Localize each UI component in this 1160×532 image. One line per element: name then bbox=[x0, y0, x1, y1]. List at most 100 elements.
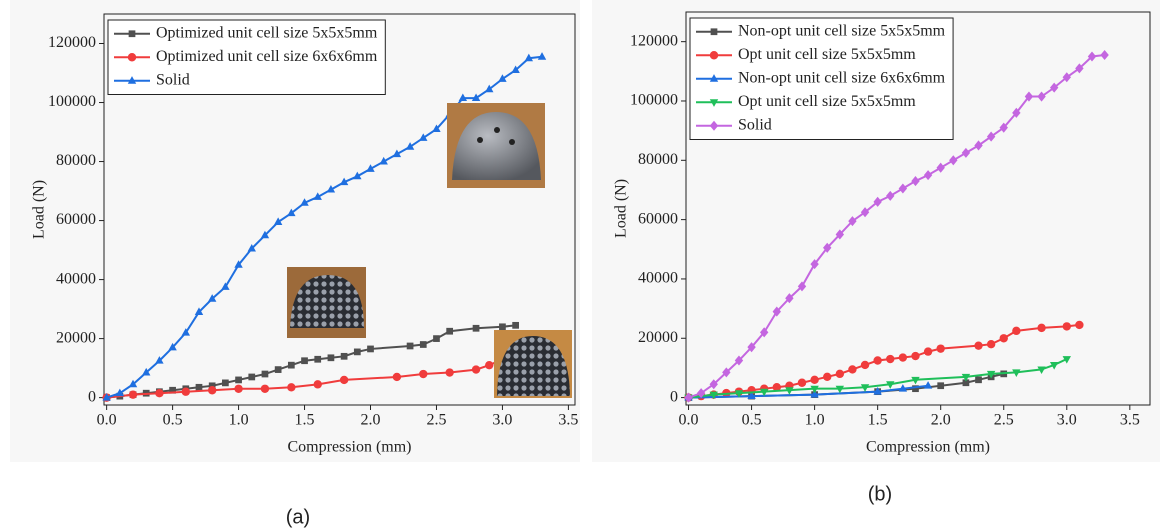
y-tick-label: 40000 bbox=[56, 270, 96, 287]
legend-label: Non-opt unit cell size 5x5x5mm bbox=[738, 22, 946, 39]
legend-marker bbox=[128, 53, 136, 61]
photo-detail bbox=[477, 137, 483, 143]
marker bbox=[196, 384, 203, 391]
marker bbox=[301, 357, 308, 364]
marker bbox=[261, 385, 269, 393]
marker bbox=[473, 325, 480, 332]
marker bbox=[446, 328, 453, 335]
x-tick-label: 3.5 bbox=[1120, 412, 1140, 429]
marker bbox=[937, 382, 944, 389]
legend-label: Solid bbox=[156, 71, 190, 88]
marker bbox=[129, 390, 137, 398]
marker bbox=[275, 366, 282, 373]
marker bbox=[1063, 322, 1071, 330]
marker bbox=[433, 335, 440, 342]
caption: (b) bbox=[868, 483, 892, 505]
marker bbox=[354, 349, 361, 356]
marker bbox=[155, 389, 163, 397]
x-tick-label: 1.0 bbox=[805, 412, 825, 429]
marker bbox=[341, 353, 348, 360]
marker bbox=[499, 323, 506, 330]
y-axis-label: Load (N) bbox=[31, 180, 48, 239]
marker bbox=[208, 386, 216, 394]
y-axis-label: Load (N) bbox=[613, 179, 630, 238]
legend: Optimized unit cell size 5x5x5mm Optimize… bbox=[108, 20, 385, 95]
marker bbox=[393, 373, 401, 381]
legend: Non-opt unit cell size 5x5x5mm Opt unit c… bbox=[690, 18, 953, 140]
marker bbox=[314, 380, 322, 388]
marker bbox=[974, 341, 982, 349]
marker bbox=[234, 385, 242, 393]
marker bbox=[1000, 334, 1008, 342]
marker bbox=[823, 373, 831, 381]
marker bbox=[420, 341, 427, 348]
x-tick-label: 0.5 bbox=[742, 412, 762, 429]
legend-label: Solid bbox=[738, 116, 772, 133]
y-tick-label: 80000 bbox=[638, 151, 678, 168]
y-tick-label: 120000 bbox=[48, 34, 96, 51]
legend-label: Optimized unit cell size 6x6x6mm bbox=[156, 48, 378, 65]
marker bbox=[485, 361, 493, 369]
x-tick-label: 2.5 bbox=[426, 412, 446, 429]
marker bbox=[340, 376, 348, 384]
legend-marker bbox=[710, 51, 718, 59]
marker bbox=[848, 365, 856, 373]
marker bbox=[367, 346, 374, 353]
legend-label: Non-opt unit cell size 6x6x6mm bbox=[738, 69, 946, 86]
legend-marker bbox=[129, 30, 136, 37]
x-tick-label: 1.0 bbox=[229, 412, 249, 429]
y-tick-label: 120000 bbox=[630, 32, 678, 49]
marker bbox=[1012, 327, 1020, 335]
y-tick-label: 20000 bbox=[56, 329, 96, 346]
photo-detail bbox=[494, 127, 500, 133]
legend-label: Opt unit cell size 5x5x5mm bbox=[738, 93, 916, 110]
legend-marker bbox=[711, 28, 718, 35]
x-tick-label: 3.0 bbox=[492, 412, 512, 429]
marker bbox=[911, 352, 919, 360]
x-axis-label: Compression (mm) bbox=[866, 439, 990, 456]
marker bbox=[899, 353, 907, 361]
x-tick-label: 1.5 bbox=[868, 412, 888, 429]
marker bbox=[248, 374, 255, 381]
y-tick-label: 60000 bbox=[56, 211, 96, 228]
marker bbox=[987, 340, 995, 348]
marker bbox=[472, 365, 480, 373]
y-tick-label: 40000 bbox=[638, 270, 678, 287]
marker bbox=[314, 356, 321, 363]
y-tick-label: 100000 bbox=[48, 93, 96, 110]
x-tick-label: 0.0 bbox=[97, 412, 117, 429]
y-tick-label: 60000 bbox=[638, 210, 678, 227]
y-tick-label: 80000 bbox=[56, 152, 96, 169]
caption: (a) bbox=[286, 506, 310, 528]
marker bbox=[873, 356, 881, 364]
y-tick-label: 0 bbox=[670, 388, 678, 405]
marker bbox=[235, 377, 242, 384]
y-tick-label: 20000 bbox=[638, 329, 678, 346]
x-tick-label: 2.5 bbox=[994, 412, 1014, 429]
marker bbox=[262, 371, 269, 378]
marker bbox=[975, 376, 982, 383]
x-tick-label: 2.0 bbox=[361, 412, 381, 429]
marker bbox=[182, 388, 190, 396]
x-axis-label: Compression (mm) bbox=[288, 439, 412, 456]
marker bbox=[512, 322, 519, 329]
y-tick-label: 100000 bbox=[630, 92, 678, 109]
x-tick-label: 3.5 bbox=[558, 412, 578, 429]
legend-label: Optimized unit cell size 5x5x5mm bbox=[156, 24, 378, 41]
marker bbox=[419, 370, 427, 378]
marker bbox=[810, 376, 818, 384]
marker bbox=[407, 343, 414, 350]
photo-detail bbox=[509, 139, 515, 145]
marker bbox=[936, 344, 944, 352]
y-tick-label: 0 bbox=[88, 388, 96, 405]
marker bbox=[222, 380, 229, 387]
x-tick-label: 0.5 bbox=[163, 412, 183, 429]
marker bbox=[798, 379, 806, 387]
marker bbox=[1075, 321, 1083, 329]
marker bbox=[445, 368, 453, 376]
x-tick-label: 1.5 bbox=[295, 412, 315, 429]
marker bbox=[287, 383, 295, 391]
marker bbox=[328, 354, 335, 361]
x-tick-label: 2.0 bbox=[931, 412, 951, 429]
marker bbox=[886, 355, 894, 363]
